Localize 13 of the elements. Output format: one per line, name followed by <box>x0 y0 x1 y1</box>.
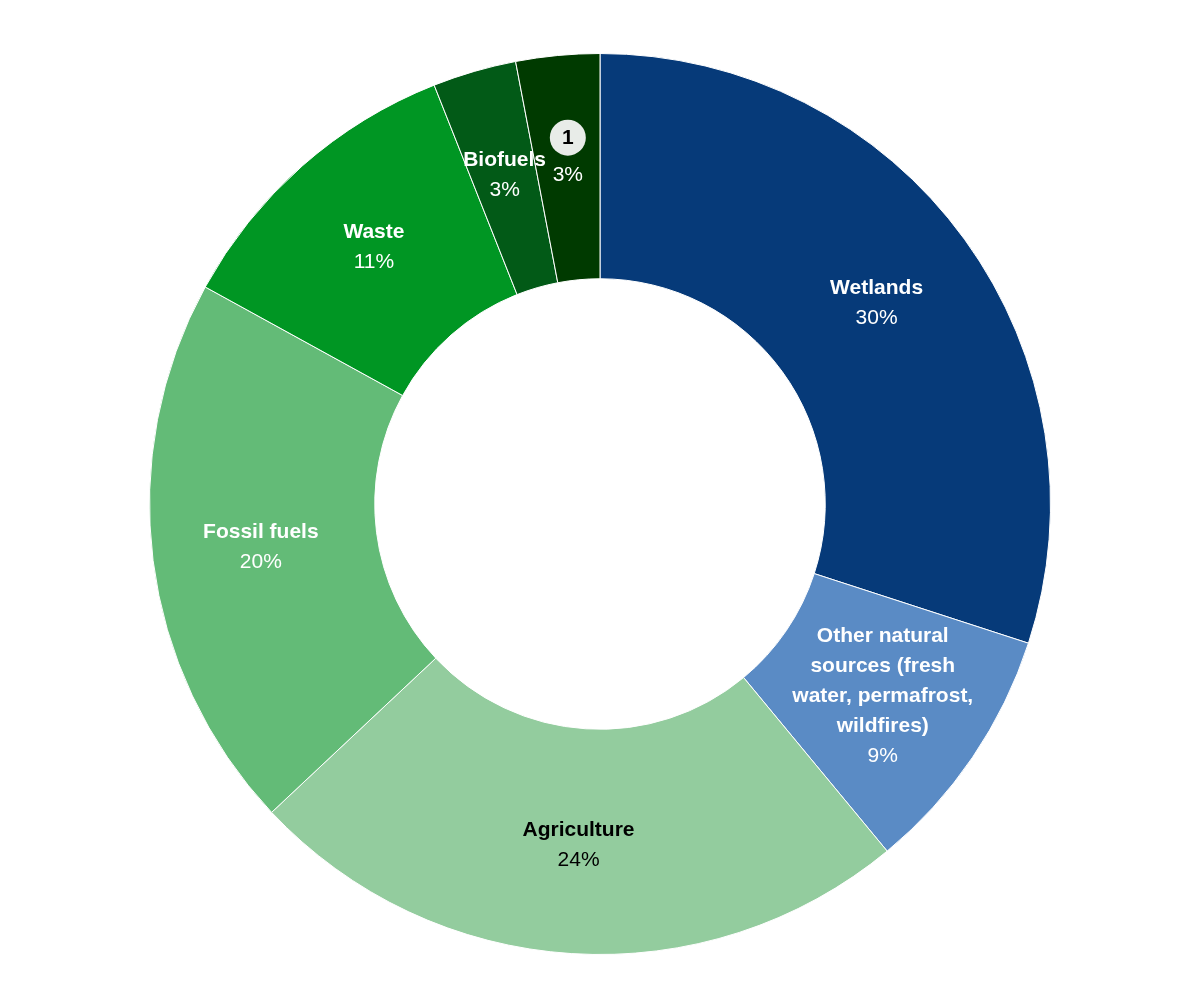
data-label: 3% <box>489 177 520 201</box>
data-label: 24% <box>557 847 600 870</box>
slice-label: 1 <box>561 125 574 149</box>
data-label: 20% <box>239 548 282 572</box>
slice-label: Wetlands <box>830 274 924 298</box>
data-label: 3% <box>552 162 584 186</box>
slice-label: Waste <box>343 219 405 243</box>
slice-label: Other natural sources (fresh water, permafrost, wildfires) <box>791 622 974 736</box>
slice-label: Agriculture <box>522 817 635 840</box>
data-label: 9% <box>867 742 898 766</box>
data-label: 30% <box>855 304 898 328</box>
slice-label: Fossil fuels <box>203 518 319 542</box>
data-label: 11% <box>353 249 395 273</box>
